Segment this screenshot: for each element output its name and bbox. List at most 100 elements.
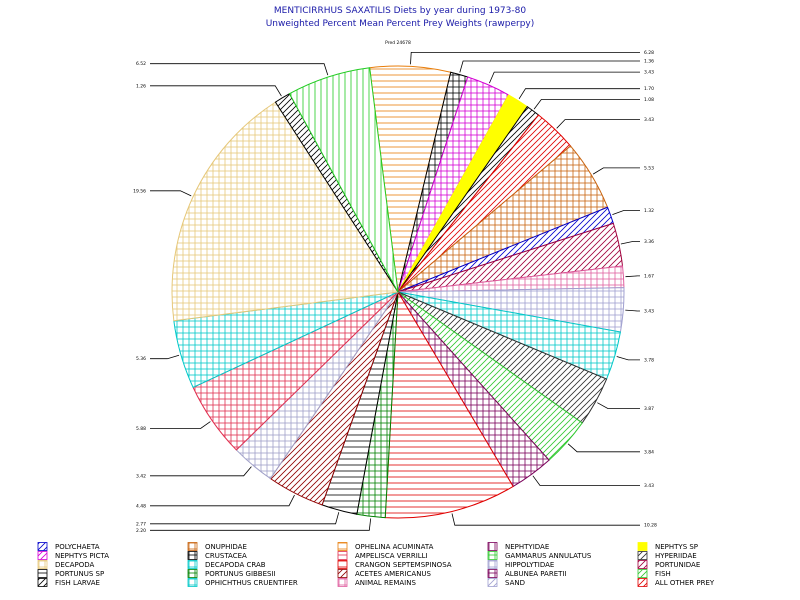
leader-line [518, 88, 640, 100]
legend-swatch [37, 578, 48, 587]
leader-line [567, 443, 640, 453]
chart-title: MENTICIRRHUS SAXATILIS Diets by year dur… [274, 6, 526, 16]
leader-line [150, 518, 372, 531]
leader-line [459, 60, 640, 73]
slice-value-label: 1.08 [644, 97, 654, 103]
leader-line [150, 190, 192, 197]
leader-line [150, 85, 282, 97]
slice-value-label: 1.70 [644, 86, 654, 92]
legend-label: DECAPODA CRAB [205, 561, 266, 569]
leader-line [620, 241, 640, 245]
slice-value-label: 3.87 [644, 406, 654, 412]
legend-label: GAMMARUS ANNULATUS [505, 552, 592, 560]
legend-label: POLYCHAETA [55, 543, 100, 551]
slice-value-label: 1.26 [136, 83, 146, 89]
slice-value-label: 5.88 [136, 426, 146, 432]
leader-line [616, 356, 640, 361]
legend-swatch [37, 551, 48, 560]
legend-label: OPHELINA ACUMINATA [355, 543, 434, 551]
legend-label: SAND [505, 579, 525, 587]
leader-line [625, 309, 640, 312]
slice-value-label: 3.43 [644, 117, 654, 123]
leader-line [150, 466, 252, 477]
legend-swatch [487, 578, 498, 587]
legend-swatch [637, 542, 648, 551]
legend-label: HIPPOLYTIDAE [505, 561, 554, 569]
legend-label: AMPELISCA VERRILLI [355, 552, 428, 560]
legend-label: NEPHTYIDAE [505, 543, 549, 551]
slice-value-label: 5.36 [136, 356, 146, 362]
slice-value-label: 2.20 [136, 528, 146, 534]
legend-swatch [637, 578, 648, 587]
leader-line [556, 119, 640, 129]
slice-value-label: 3.84 [644, 449, 654, 455]
leader-line [451, 513, 640, 526]
legend-swatch [337, 551, 348, 560]
pie-slice-decapoda [171, 101, 399, 322]
legend-label: DECAPODA [55, 561, 94, 569]
leader-line [150, 494, 295, 507]
legend-swatch [337, 578, 348, 587]
legend-swatch [337, 569, 348, 578]
leader-line [597, 402, 640, 409]
slice-value-label: 4.48 [136, 503, 146, 509]
legend-label: HYPERIIDAE [655, 552, 697, 560]
legend-swatch [37, 542, 48, 551]
legend-label: PORTUNIDAE [655, 561, 700, 569]
slice-value-label: 1.67 [644, 273, 654, 279]
legend-swatch [637, 560, 648, 569]
slice-value-label: 3.78 [644, 357, 654, 363]
legend-swatch [487, 569, 498, 578]
leader-line [150, 421, 211, 429]
legend-swatch [187, 551, 198, 560]
leader-line [410, 52, 640, 65]
leader-line [489, 71, 640, 84]
legend-label: ACETES AMERICANUS [355, 570, 432, 578]
leader-line [150, 354, 180, 360]
legend-label: PORTUNUS SP [55, 570, 104, 578]
leader-line [150, 512, 340, 525]
predator-count-label: Pred 24678 [385, 40, 411, 46]
legend-swatch [37, 560, 48, 569]
leader-line [533, 99, 640, 110]
legend-swatch [187, 578, 198, 587]
pie-slice-ophelina-acuminata [288, 67, 399, 293]
slice-value-label: 5.53 [644, 165, 654, 171]
slice-labels: 6.28 1.36 3.43 1.70 1.08 3.43 5.53 1.32 3.36 1.67… [133, 50, 657, 534]
legend-swatch [187, 560, 198, 569]
leader-line [612, 210, 640, 215]
legend-label: ALL OTHER PREY [655, 579, 715, 587]
legend-swatch [37, 569, 48, 578]
leader-line [532, 475, 640, 486]
legend-label: ONUPHIDAE [205, 543, 247, 551]
legend-label: CRANGON SEPTEMSPINOSA [355, 561, 452, 569]
slice-value-label: 3.36 [644, 239, 654, 245]
slice-value-label: 3.42 [136, 473, 146, 479]
legend-label: FISH [655, 570, 671, 578]
legend-label: ANIMAL REMAINS [355, 579, 416, 587]
legend-label: NEPHTYS SP [655, 543, 698, 551]
slice-value-label: 1.32 [644, 208, 654, 214]
legend-label: CRUSTACEA [205, 552, 247, 560]
pie-slices [171, 65, 625, 519]
legend-swatch [637, 551, 648, 560]
legend-swatch [337, 560, 348, 569]
slice-value-label: 3.43 [644, 70, 654, 76]
legend-label: ALBUNEA PARETII [505, 570, 567, 578]
slice-value-label: 6.52 [136, 61, 146, 67]
legend-swatch [337, 542, 348, 551]
legend-label: PORTUNUS GIBBESII [205, 570, 276, 578]
slice-value-label: 2.77 [136, 521, 146, 527]
legend-label: OPHICHTHUS CRUENTIFER [205, 579, 298, 587]
legend-label: FISH LARVAE [55, 579, 100, 587]
legend-swatch [487, 560, 498, 569]
slice-value-label: 3.43 [644, 483, 654, 489]
slice-value-label: 10.28 [644, 523, 657, 529]
slice-value-label: 19.56 [133, 188, 146, 194]
legend-swatch [487, 542, 498, 551]
slice-value-label: 1.36 [644, 59, 654, 65]
legend: POLYCHAETA ONUPHIDAE OPHELINA ACUMINATA NEP… [37, 542, 715, 587]
legend-swatch [187, 542, 198, 551]
slice-value-label: 3.43 [644, 309, 654, 315]
